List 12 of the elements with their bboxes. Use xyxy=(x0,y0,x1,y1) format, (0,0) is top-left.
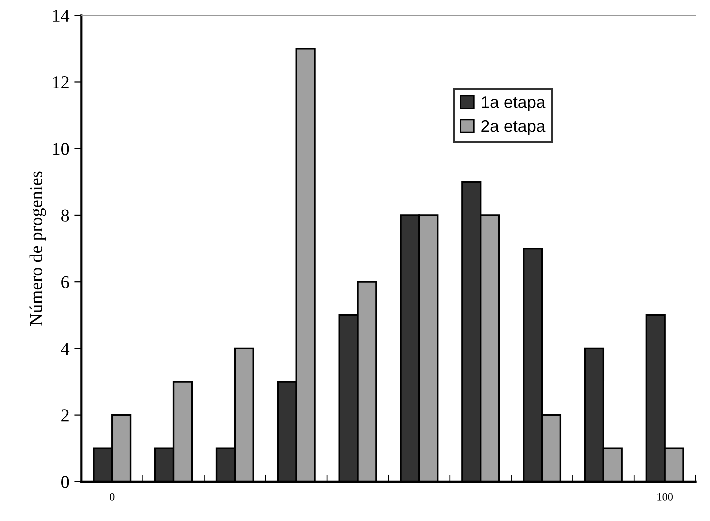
y-tick-label: 12 xyxy=(53,76,69,89)
legend-label: 1a etapa xyxy=(482,96,546,112)
y-tick-label: 4 xyxy=(61,343,70,355)
x-tick-label: 100 xyxy=(658,493,673,501)
legend-label: 2a etapa xyxy=(482,120,546,136)
y-tick-label: 6 xyxy=(62,276,70,289)
y-tick-label: 0 xyxy=(62,476,70,488)
y-tick-label: 14 xyxy=(53,10,70,22)
y-tick-label: 2 xyxy=(62,410,69,422)
y-axis-title: Número de progenies xyxy=(30,172,46,326)
y-tick-label: 10 xyxy=(53,143,70,156)
y-tick-label: 8 xyxy=(62,210,70,222)
